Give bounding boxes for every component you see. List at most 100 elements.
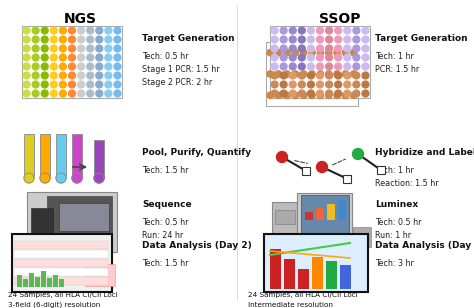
Circle shape [292, 92, 299, 99]
Circle shape [32, 63, 39, 70]
Bar [27, 192, 117, 252]
Circle shape [41, 36, 48, 43]
Bar [23, 279, 28, 287]
Circle shape [60, 27, 66, 34]
Circle shape [105, 63, 112, 70]
Circle shape [60, 72, 66, 79]
Circle shape [301, 71, 307, 77]
Circle shape [284, 50, 290, 56]
Circle shape [96, 27, 103, 34]
Circle shape [32, 81, 39, 88]
Text: NGS: NGS [64, 12, 97, 26]
Circle shape [317, 81, 323, 88]
Circle shape [309, 50, 315, 56]
Text: Target Generation: Target Generation [142, 34, 235, 43]
Circle shape [32, 72, 39, 79]
Text: Tech: 1.5 hr: Tech: 1.5 hr [142, 166, 189, 175]
Circle shape [280, 54, 287, 61]
Bar [24, 134, 34, 178]
Circle shape [344, 45, 351, 52]
Circle shape [353, 54, 360, 61]
Circle shape [284, 92, 290, 99]
Bar [59, 279, 64, 287]
Circle shape [317, 72, 323, 79]
Bar [298, 269, 309, 289]
Text: 24 Samples, all HLA CI/CII Loci: 24 Samples, all HLA CI/CII Loci [248, 292, 358, 298]
Bar [14, 250, 108, 258]
Bar [85, 264, 115, 286]
Bar [56, 134, 66, 178]
Circle shape [23, 63, 30, 70]
Circle shape [289, 72, 296, 79]
Bar [12, 234, 112, 292]
Circle shape [87, 81, 93, 88]
Text: Tech: 1 hr: Tech: 1 hr [375, 166, 414, 175]
Circle shape [78, 27, 84, 34]
Bar [273, 202, 298, 252]
Bar [72, 134, 82, 178]
Bar [41, 271, 46, 287]
Circle shape [32, 90, 39, 97]
Circle shape [267, 92, 273, 99]
Circle shape [114, 72, 121, 79]
Text: Tech: 0.5 hr: Tech: 0.5 hr [375, 218, 421, 227]
Bar [31, 208, 53, 248]
Circle shape [342, 50, 349, 56]
Circle shape [317, 90, 323, 97]
Circle shape [317, 54, 323, 61]
Circle shape [299, 45, 305, 52]
Circle shape [23, 27, 30, 34]
Circle shape [276, 152, 288, 163]
Circle shape [105, 36, 112, 43]
Circle shape [299, 27, 305, 34]
Circle shape [308, 45, 314, 52]
Text: Tech: 1.5 hr: Tech: 1.5 hr [142, 259, 189, 268]
Circle shape [308, 36, 314, 43]
Circle shape [87, 27, 93, 34]
Circle shape [50, 81, 57, 88]
Text: Tech: 3 hr: Tech: 3 hr [375, 259, 414, 268]
Circle shape [362, 27, 369, 34]
Circle shape [96, 54, 103, 61]
Circle shape [69, 90, 75, 97]
Text: SSOP: SSOP [319, 12, 361, 26]
Circle shape [114, 81, 121, 88]
Circle shape [292, 50, 299, 56]
Circle shape [114, 36, 121, 43]
Circle shape [326, 90, 332, 97]
Circle shape [326, 71, 332, 77]
Bar [353, 227, 371, 247]
Bar [14, 241, 108, 249]
Circle shape [41, 81, 48, 88]
Circle shape [362, 36, 369, 43]
Circle shape [60, 63, 66, 70]
Circle shape [96, 90, 103, 97]
Circle shape [351, 71, 357, 77]
Circle shape [275, 92, 282, 99]
Circle shape [96, 72, 103, 79]
Circle shape [271, 54, 278, 61]
Circle shape [96, 81, 103, 88]
Bar [22, 26, 122, 98]
Circle shape [41, 54, 48, 61]
Circle shape [299, 90, 305, 97]
Circle shape [335, 36, 342, 43]
Circle shape [344, 90, 351, 97]
Bar [35, 277, 40, 287]
Circle shape [69, 54, 75, 61]
Circle shape [50, 27, 57, 34]
Circle shape [353, 36, 360, 43]
Circle shape [32, 27, 39, 34]
Circle shape [41, 72, 48, 79]
Circle shape [72, 173, 82, 183]
Circle shape [105, 54, 112, 61]
Circle shape [317, 50, 324, 56]
Text: Tech: 1 hr: Tech: 1 hr [375, 52, 414, 61]
Circle shape [326, 50, 332, 56]
Text: Data Analysis (Day 2): Data Analysis (Day 2) [142, 241, 252, 250]
Circle shape [351, 50, 357, 56]
Circle shape [275, 71, 282, 77]
Bar [298, 193, 353, 243]
Circle shape [353, 63, 360, 70]
Circle shape [280, 90, 287, 97]
